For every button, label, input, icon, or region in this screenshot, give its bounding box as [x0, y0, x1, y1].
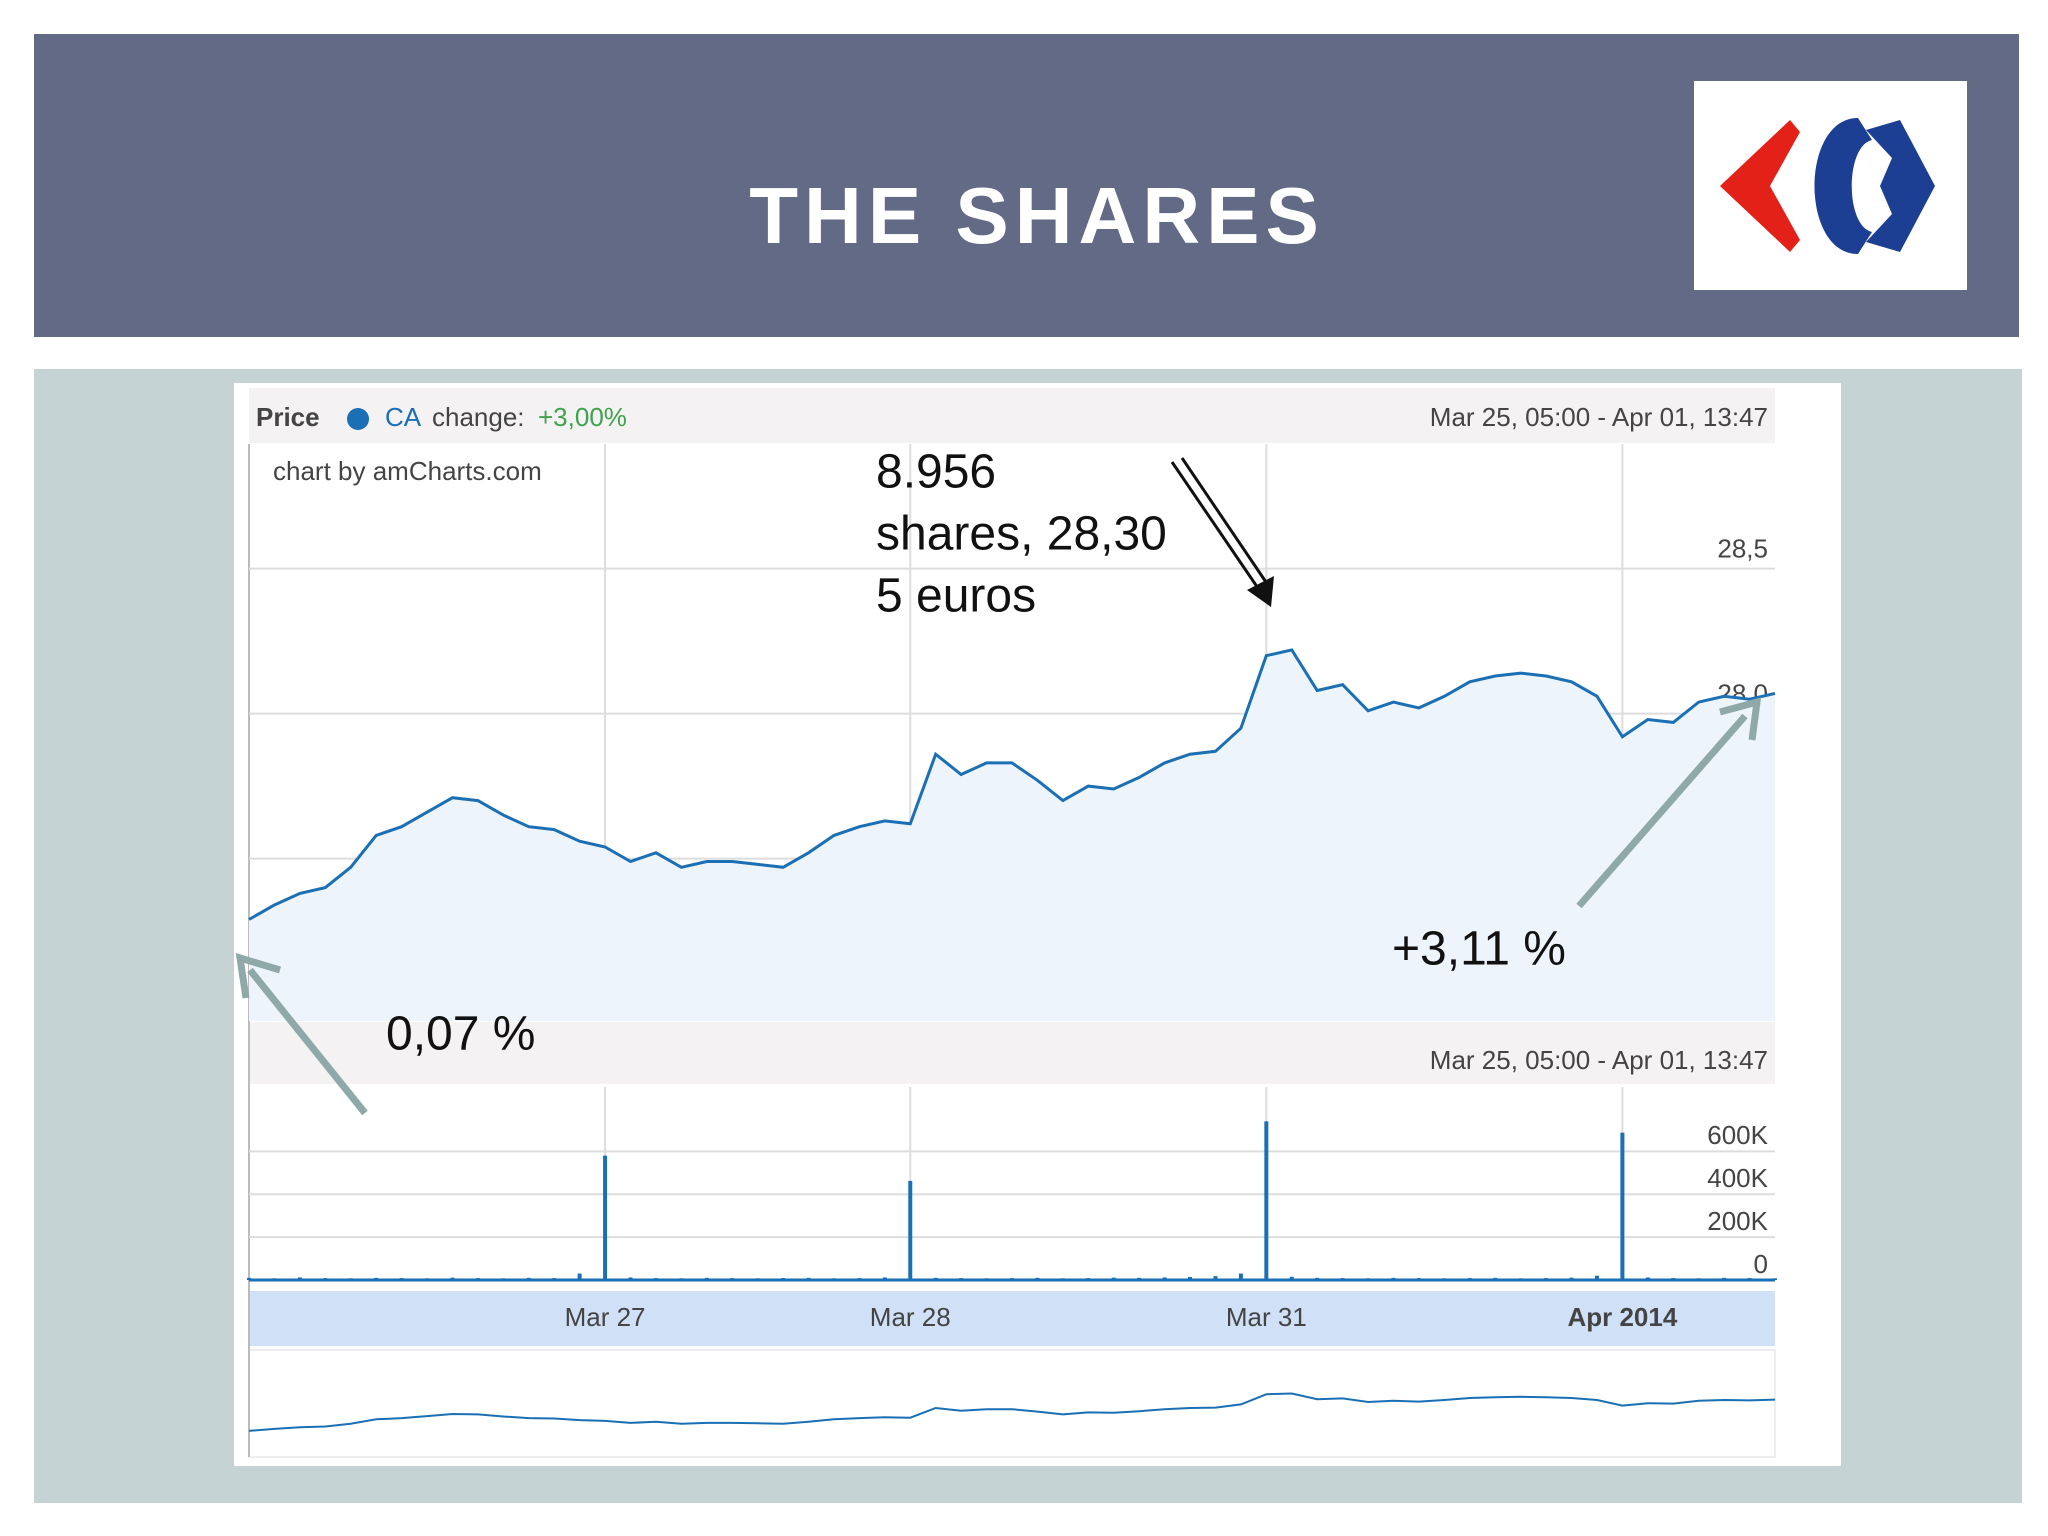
navigator-line	[248, 1392, 1776, 1432]
volume-bar	[1213, 1276, 1218, 1280]
y-tick-label: 200K	[1707, 1206, 1768, 1236]
volume-bar	[1289, 1276, 1294, 1280]
volume-bar	[577, 1273, 582, 1280]
x-tick-label: Apr 2014	[1567, 1302, 1677, 1332]
annotation: shares, 28,30	[876, 508, 1167, 561]
volume-bar	[1620, 1132, 1625, 1280]
arrows	[235, 457, 1762, 1116]
volume-bar	[908, 1180, 913, 1280]
slide-title: THE SHARES	[749, 171, 1325, 260]
annotation: +3,11 %	[1392, 923, 1566, 976]
legend-strip	[249, 388, 1775, 443]
volume-bar	[1238, 1273, 1243, 1280]
volume-bar	[1188, 1276, 1193, 1280]
x-tick-label: Mar 31	[1226, 1302, 1307, 1332]
volume-bar	[1594, 1275, 1599, 1280]
change-value: +3,00%	[538, 402, 627, 432]
change-label: change:	[432, 402, 525, 432]
y-tick-label: 28,5	[1717, 534, 1768, 564]
price-area	[249, 649, 1775, 1021]
annotation: 0,07 %	[386, 1008, 535, 1061]
date-range: Mar 25, 05:00 - Apr 01, 13:47	[1430, 1045, 1768, 1075]
volume-bar	[603, 1155, 608, 1280]
annotations: 8.956 shares, 28,30 5 euros +3,11 % 0,07 %	[386, 446, 1566, 1061]
credit: chart by amCharts.com	[273, 456, 542, 486]
annotation: 8.956	[876, 446, 996, 499]
y-tick-label: 400K	[1707, 1163, 1768, 1193]
header-band	[34, 34, 2019, 337]
y-tick-label: 600K	[1707, 1120, 1768, 1150]
navigator	[248, 1349, 1776, 1458]
volume-bar	[1264, 1121, 1269, 1280]
legend-series: CA	[385, 402, 422, 432]
category-axis-strip	[249, 1291, 1775, 1346]
price-line	[248, 648, 1776, 921]
legend-label: Price	[256, 402, 320, 432]
x-tick-label: Mar 28	[870, 1302, 951, 1332]
y-tick-label: 0	[1754, 1249, 1768, 1279]
legend-marker	[347, 408, 369, 430]
logo	[1694, 81, 1967, 290]
date-range: Mar 25, 05:00 - Apr 01, 13:47	[1430, 402, 1768, 432]
volume-header	[249, 1022, 1775, 1084]
x-tick-label: Mar 27	[565, 1302, 646, 1332]
annotation: 5 euros	[876, 570, 1036, 623]
